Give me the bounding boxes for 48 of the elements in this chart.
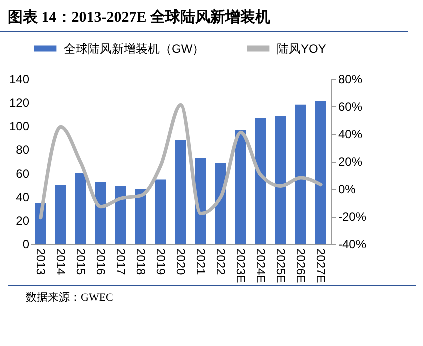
x-tick-label: 2023E bbox=[234, 248, 248, 284]
x-tick-label: 2026E bbox=[294, 248, 308, 284]
x-tick-label: 2021 bbox=[194, 248, 208, 276]
bar bbox=[156, 180, 166, 244]
bar bbox=[136, 189, 146, 244]
y-tick-label: 100 bbox=[9, 120, 30, 134]
legend-label: 全球陆风新增装机（GW） bbox=[64, 42, 205, 56]
bar bbox=[196, 158, 206, 244]
y-tick-label: 140 bbox=[9, 72, 30, 86]
x-tick-label: 2017 bbox=[114, 248, 128, 276]
y-tick-label: 20 bbox=[16, 214, 30, 228]
chart-title: 图表 14：2013-2027E 全球陆风新增装机 bbox=[0, 0, 408, 32]
y2-tick-label: 20% bbox=[338, 155, 363, 169]
x-tick-label: 2019 bbox=[154, 248, 168, 276]
x-tick-label: 2016 bbox=[94, 248, 108, 276]
bar bbox=[316, 101, 326, 244]
y-tick-label: 60 bbox=[16, 166, 30, 181]
x-tick-label: 2015 bbox=[74, 248, 88, 276]
x-tick-label: 2018 bbox=[134, 248, 148, 276]
y-tick-label: 0 bbox=[22, 238, 30, 252]
line-series bbox=[39, 103, 323, 220]
x-tick-label: 2024E bbox=[254, 248, 268, 284]
y2-tick-label: -40% bbox=[338, 238, 367, 252]
x-tick-label: 2025E bbox=[274, 248, 288, 284]
bar bbox=[256, 118, 266, 244]
y-tick-label: 40 bbox=[16, 190, 30, 204]
source-note: 数据来源：GWEC bbox=[8, 285, 416, 305]
x-tick-label: 2020 bbox=[174, 248, 188, 276]
y2-tick-label: 0% bbox=[338, 182, 356, 196]
x-tick-label: 2027E bbox=[314, 248, 328, 284]
legend-label: 陆风YOY bbox=[277, 42, 326, 56]
y2-tick-label: 40% bbox=[338, 128, 363, 142]
y2-tick-label: -20% bbox=[338, 210, 367, 224]
bar bbox=[296, 104, 306, 244]
y-tick-label: 80 bbox=[16, 143, 30, 158]
bar bbox=[276, 116, 286, 244]
bar bbox=[176, 140, 186, 244]
y2-tick-label: 60% bbox=[338, 100, 363, 114]
x-tick-label: 2022 bbox=[214, 248, 228, 276]
x-tick-label: 2014 bbox=[54, 248, 68, 276]
x-tick-label: 2013 bbox=[34, 248, 48, 276]
bar bbox=[116, 186, 126, 244]
y2-tick-label: 80% bbox=[338, 72, 363, 86]
y-tick-label: 120 bbox=[9, 96, 30, 110]
bar bbox=[236, 130, 246, 244]
bar bbox=[76, 173, 86, 244]
bar bbox=[96, 182, 106, 244]
bar bbox=[56, 185, 66, 244]
